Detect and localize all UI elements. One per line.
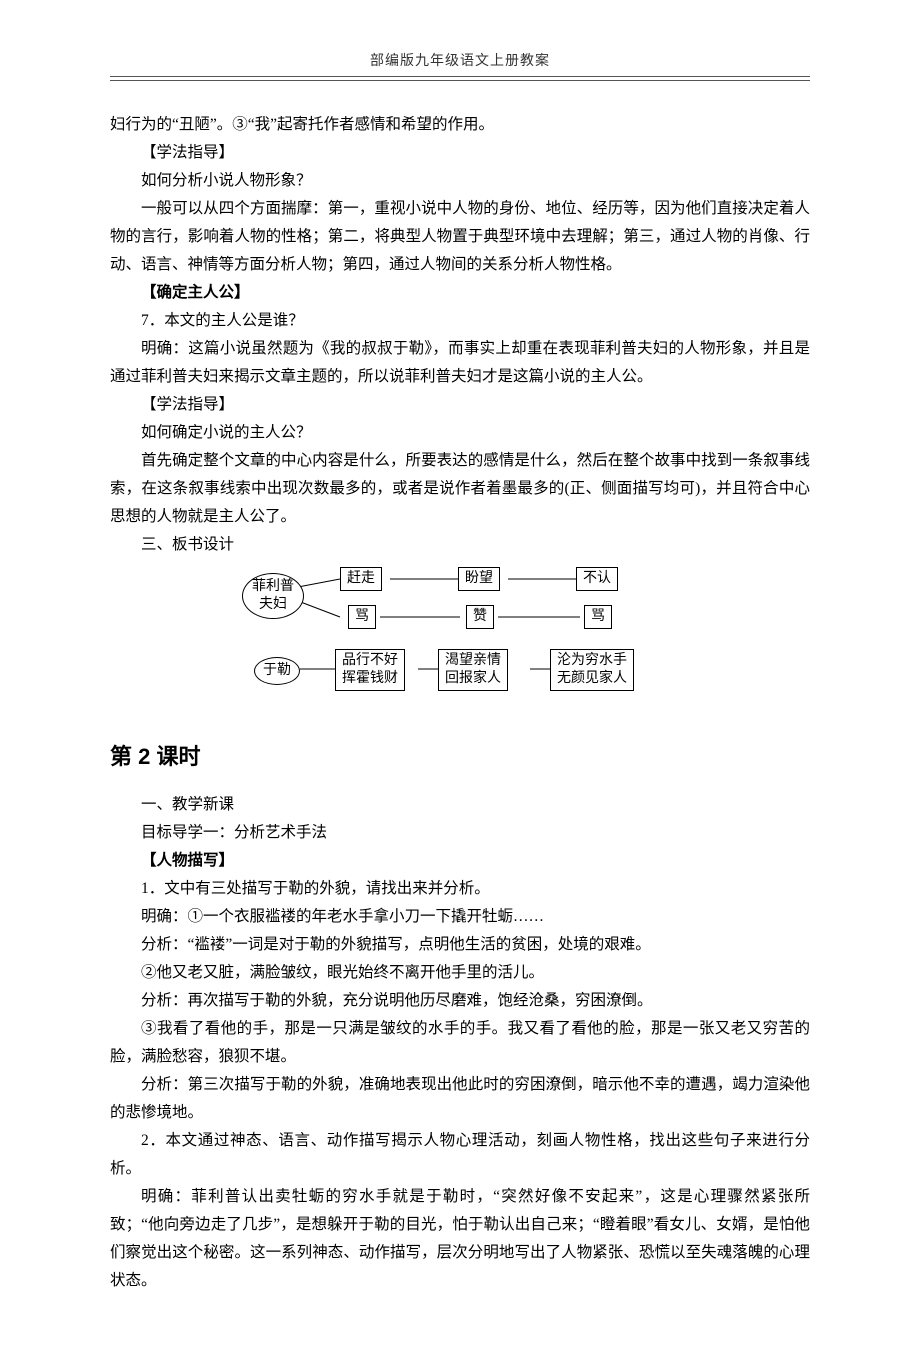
paragraph: 1．文中有三处描写于勒的外貌，请找出来并分析。 — [110, 875, 810, 903]
diagram-node-row3-3: 沦为穷水手无颜见家人 — [550, 649, 634, 691]
paragraph: 一般可以从四个方面揣摩：第一，重视小说中人物的身份、地位、经历等，因为他们直接决… — [110, 195, 810, 279]
page-header-title: 部编版九年级语文上册教案 — [110, 50, 810, 70]
paragraph: 7．本文的主人公是谁？ — [110, 307, 810, 335]
diagram-oval-yule: 于勒 — [254, 657, 300, 685]
section-guide-1: 【学法指导】 — [110, 139, 810, 167]
paragraph: 明确：菲利普认出卖牡蛎的穷水手就是于勒时，“突然好像不安起来”，这是心理骤然紧张… — [110, 1183, 810, 1295]
paragraph: 一、教学新课 — [110, 791, 810, 819]
diagram-oval-feilipu: 菲利普夫妇 — [242, 573, 304, 619]
diagram-node-row3-2: 渴望亲情回报家人 — [438, 649, 508, 691]
paragraph: 分析：再次描写于勒的外貌，充分说明他历尽磨难，饱经沧桑，穷困潦倒。 — [110, 987, 810, 1015]
header-divider — [110, 76, 810, 81]
paragraph: 首先确定整个文章的中心内容是什么，所要表达的感情是什么，然后在整个故事中找到一条… — [110, 447, 810, 531]
paragraph: ③我看了看他的手，那是一只满是皱纹的水手的手。我又看了看他的脸，那是一张又老又穷… — [110, 1015, 810, 1071]
section-confirm-protagonist: 【确定主人公】 — [110, 279, 810, 307]
paragraph: 如何确定小说的主人公？ — [110, 419, 810, 447]
diagram-node-row1-2: 盼望 — [458, 567, 500, 591]
diagram-node-row2-3: 骂 — [584, 605, 612, 629]
section-character-description: 【人物描写】 — [110, 847, 810, 875]
diagram-node-row2-2: 赞 — [466, 605, 494, 629]
diagram-node-row1-3: 不认 — [576, 567, 618, 591]
diagram-node-row2-1: 骂 — [348, 605, 376, 629]
paragraph: 分析：“褴褛”一词是对于勒的外貌描写，点明他生活的贫困，处境的艰难。 — [110, 931, 810, 959]
section-guide-2: 【学法指导】 — [110, 391, 810, 419]
diagram-node-row1-1: 赶走 — [340, 567, 382, 591]
paragraph: ②他又老又脏，满脸皱纹，眼光始终不离开他手里的活儿。 — [110, 959, 810, 987]
board-design-heading: 三、板书设计 — [110, 531, 810, 559]
paragraph: 2．本文通过神态、语言、动作描写揭示人物心理活动，刻画人物性格，找出这些句子来进… — [110, 1127, 810, 1183]
paragraph: 目标导学一：分析艺术手法 — [110, 819, 810, 847]
paragraph: 明确：这篇小说虽然题为《我的叔叔于勒》，而事实上却重在表现菲利普夫妇的人物形象，… — [110, 335, 810, 391]
diagram-node-row3-1: 品行不好挥霍钱财 — [335, 649, 405, 691]
paragraph: 明确：①一个衣服褴褛的年老水手拿小刀一下撬开牡蛎…… — [110, 903, 810, 931]
paragraph: 分析：第三次描写于勒的外貌，准确地表现出他此时的穷困潦倒，暗示他不幸的遭遇，竭力… — [110, 1071, 810, 1127]
board-diagram: 菲利普夫妇 赶走 盼望 不认 骂 赞 骂 于勒 品行不好挥霍钱财 渴望亲情回报家… — [240, 569, 680, 699]
lesson-2-title: 第 2 课时 — [110, 739, 810, 771]
paragraph: 妇行为的“丑陋”。③“我”起寄托作者感情和希望的作用。 — [110, 111, 810, 139]
paragraph: 如何分析小说人物形象？ — [110, 167, 810, 195]
